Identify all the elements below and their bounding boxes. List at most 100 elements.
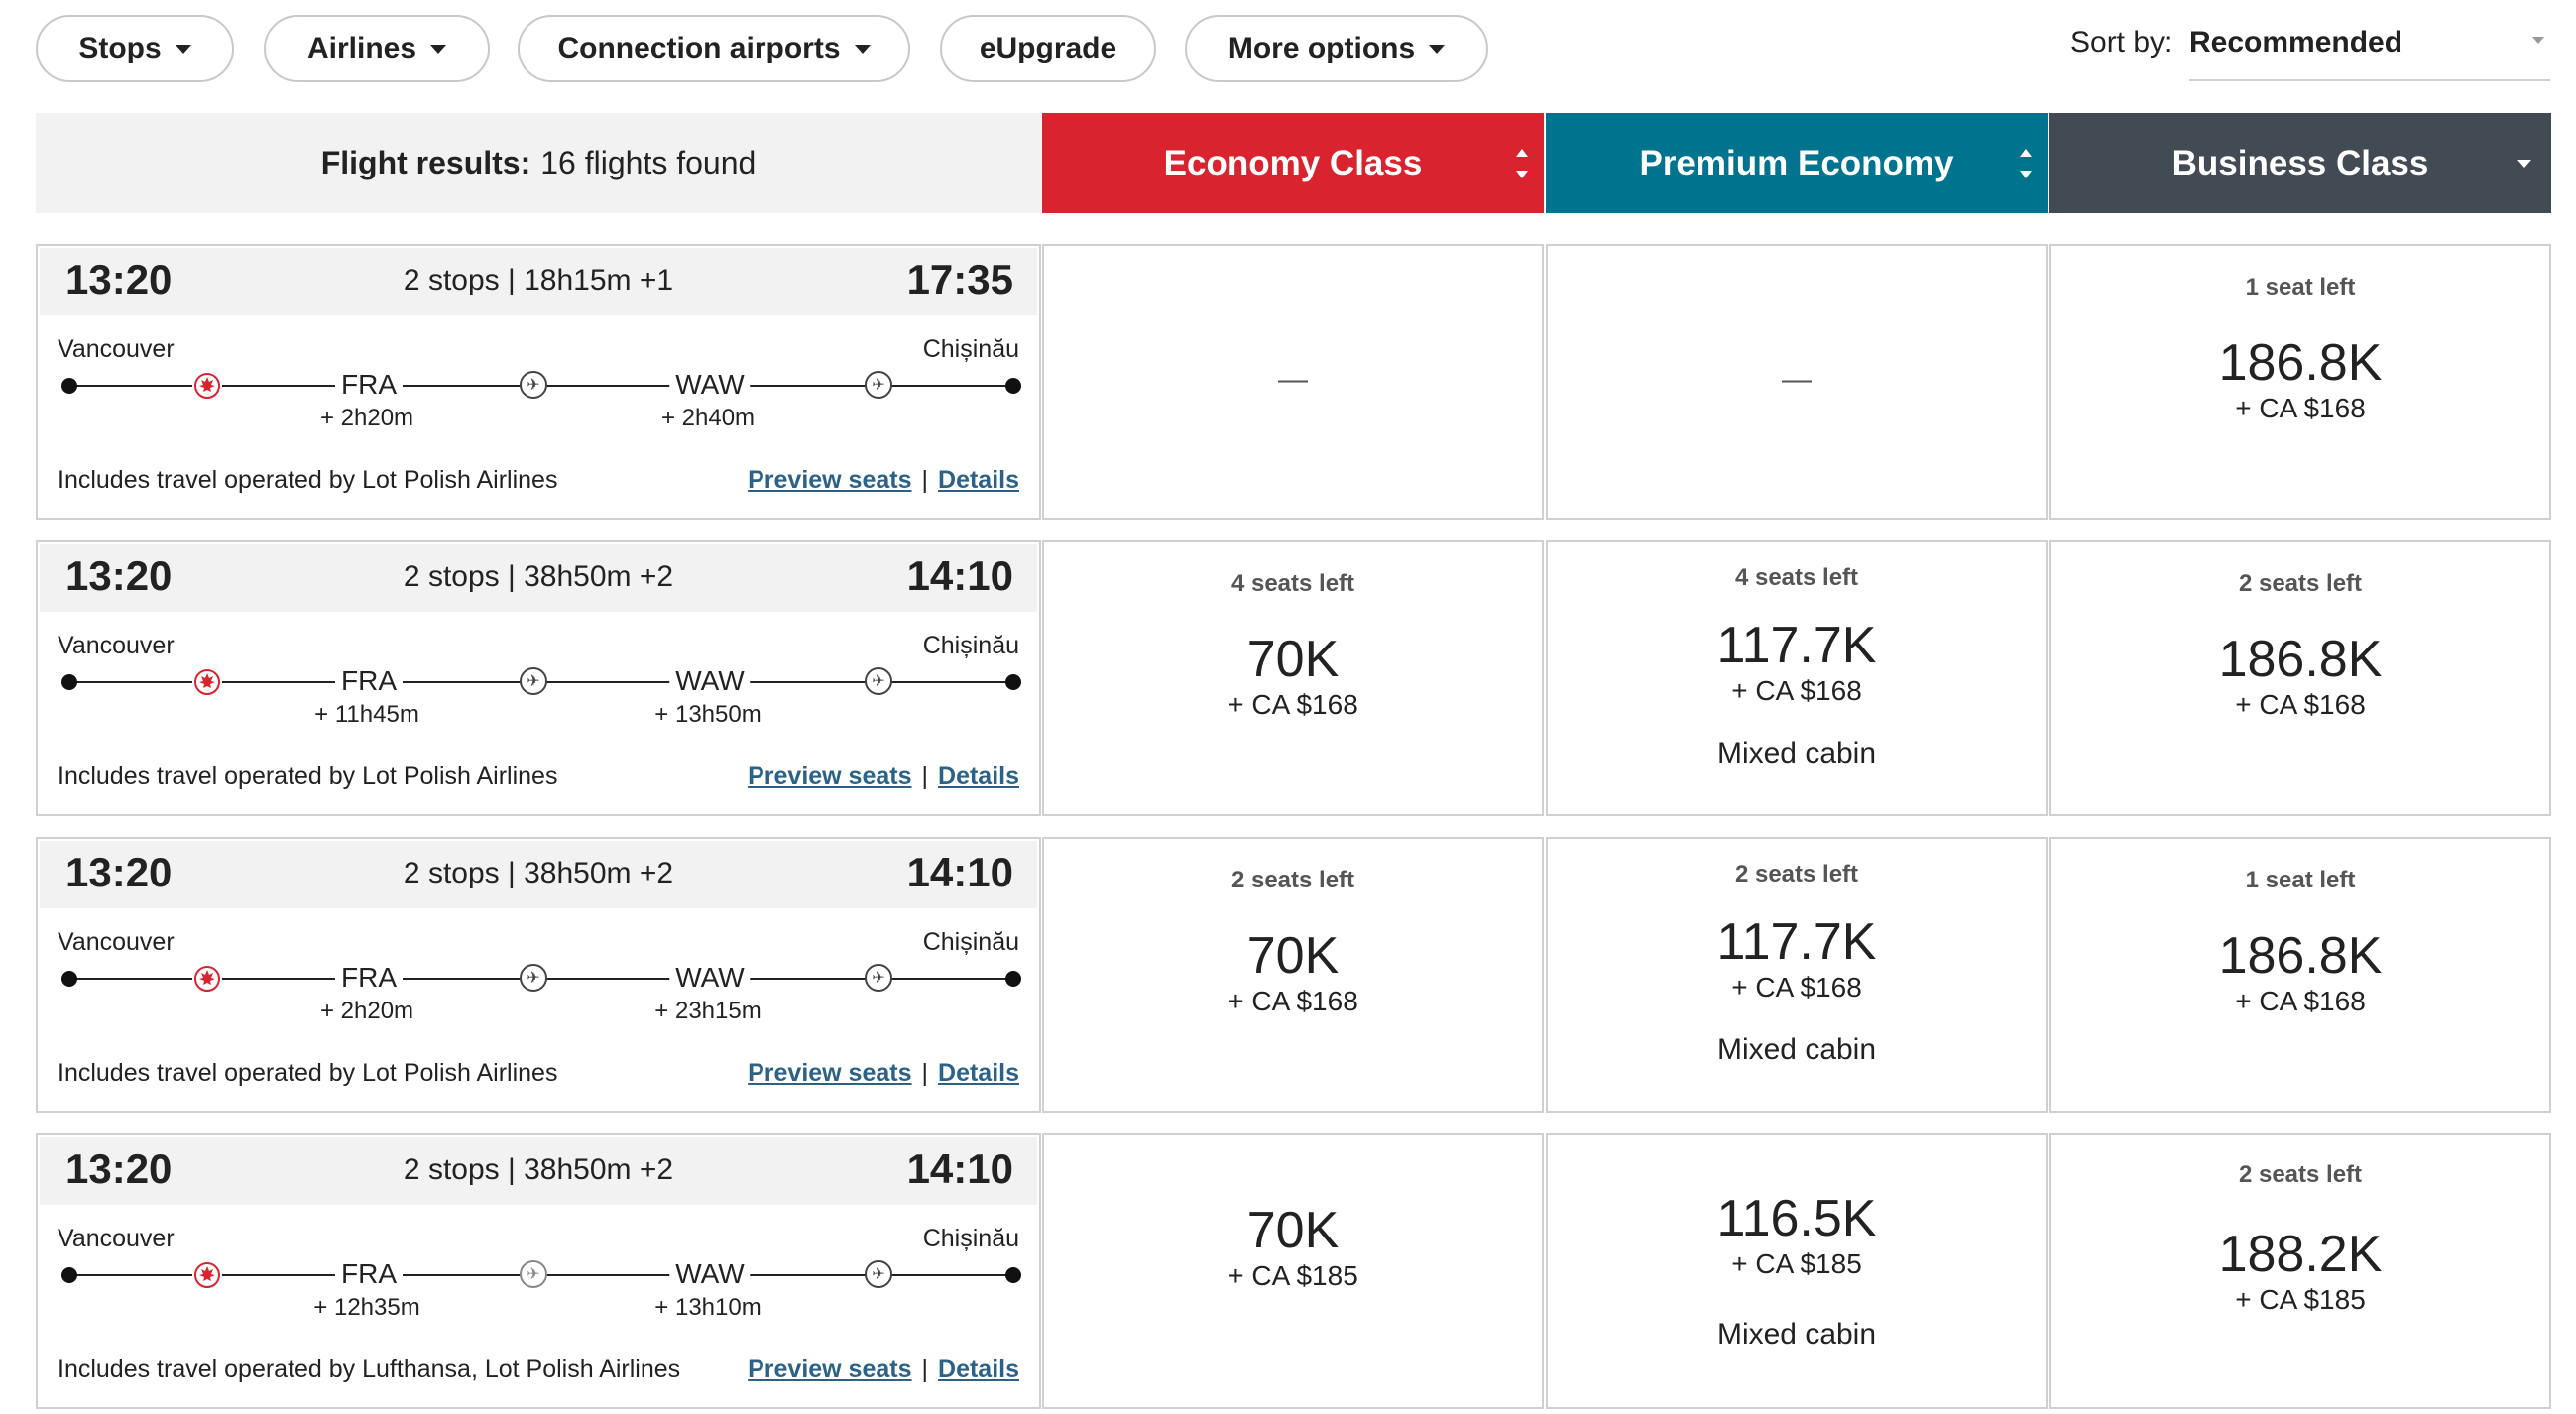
departure-time: 13:20	[65, 256, 173, 302]
link-separator: |	[921, 1059, 929, 1087]
flight-results-count: 16 flights found	[540, 145, 757, 180]
fare-points: 117.7K	[1716, 913, 1877, 971]
airlines-filter-button[interactable]: Airlines	[264, 15, 490, 82]
star-alliance-icon: ✈	[865, 371, 892, 399]
flight-result-row: 13:20 2 stops | 38h50m +2 14:10 Vancouve…	[36, 540, 2554, 816]
maple-leaf-icon	[192, 1260, 222, 1290]
stop-code-fra: FRA	[335, 1254, 403, 1294]
stops-filter-button[interactable]: Stops	[36, 15, 234, 82]
details-link[interactable]: Details	[938, 763, 1019, 790]
fare-cash: + CA $168	[1731, 675, 1862, 706]
fare-points: 70K	[1246, 1202, 1340, 1259]
fare-unavailable: —	[1782, 363, 1812, 396]
stop-code-waw: WAW	[669, 1254, 751, 1294]
economy-class-header[interactable]: Economy Class	[1042, 113, 1544, 213]
sort-select-value: Recommended	[2189, 26, 2403, 59]
business-fare-cell[interactable]: 2 seats left 186.8K + CA $168	[2049, 540, 2551, 816]
preview-seats-link[interactable]: Preview seats	[748, 466, 912, 494]
business-fare-cell[interactable]: 1 seat left 186.8K + CA $168	[2049, 837, 2551, 1113]
arrival-time: 17:35	[906, 256, 1013, 302]
operated-by-text: Includes travel operated by Lot Polish A…	[58, 466, 558, 494]
stop-code-fra: FRA	[335, 958, 403, 998]
economy-fare-cell[interactable]: 70K + CA $185	[1042, 1133, 1544, 1409]
economy-class-label: Economy Class	[1163, 143, 1423, 182]
time-bar: 13:20 2 stops | 38h50m +2 14:10	[40, 544, 1037, 612]
seats-left: 2 seats left	[2238, 570, 2363, 597]
preview-seats-link[interactable]: Preview seats	[748, 1355, 912, 1383]
layover-waw: + 13h50m	[654, 701, 761, 728]
seats-left: 1 seat left	[2245, 867, 2356, 893]
flight-itinerary-card: 13:20 2 stops | 38h50m +2 14:10 Vancouve…	[36, 837, 1041, 1113]
eupgrade-filter-label: eUpgrade	[979, 32, 1117, 64]
flight-result-row: 13:20 2 stops | 18h15m +1 17:35 Vancouve…	[36, 244, 2554, 520]
destination-city: Chișinău	[922, 928, 1019, 956]
premium-fare-cell[interactable]: 2 seats left 117.7K + CA $168 Mixed cabi…	[1546, 837, 2048, 1113]
trip-summary: 2 stops | 38h50m +2	[403, 560, 674, 593]
time-bar: 13:20 2 stops | 18h15m +1 17:35	[40, 248, 1037, 315]
business-class-header[interactable]: Business Class	[2049, 113, 2551, 213]
details-link[interactable]: Details	[938, 466, 1019, 494]
mixed-cabin-note: Mixed cabin	[1716, 1033, 1877, 1066]
fare-points: 186.8K	[2218, 334, 2383, 392]
fare-cash: + CA $168	[1731, 972, 1862, 1002]
economy-fare-cell[interactable]: —	[1042, 244, 1544, 520]
sort-arrows-icon	[1516, 149, 1528, 178]
destination-dot	[1005, 1267, 1021, 1283]
link-separator: |	[921, 466, 929, 494]
flight-result-row: 13:20 2 stops | 38h50m +2 14:10 Vancouve…	[36, 837, 2554, 1113]
layover-fra: + 12h35m	[313, 1294, 420, 1321]
fare-cash: + CA $185	[1731, 1248, 1862, 1279]
star-alliance-icon: ✈	[865, 1260, 892, 1288]
details-link[interactable]: Details	[938, 1059, 1019, 1087]
premium-fare-cell[interactable]: —	[1546, 244, 2048, 520]
eupgrade-filter-button[interactable]: eUpgrade	[940, 15, 1156, 82]
time-bar: 13:20 2 stops | 38h50m +2 14:10	[40, 841, 1037, 908]
time-bar: 13:20 2 stops | 38h50m +2 14:10	[40, 1137, 1037, 1205]
seats-left: 2 seats left	[2238, 1161, 2363, 1188]
fare-points: 188.2K	[2218, 1226, 2383, 1283]
economy-fare-cell[interactable]: 4 seats left 70K + CA $168	[1042, 540, 1544, 816]
stop-code-waw: WAW	[669, 365, 751, 405]
premium-fare-cell[interactable]: 116.5K + CA $185 Mixed cabin	[1546, 1133, 2048, 1409]
fare-cash: + CA $168	[2235, 393, 2366, 423]
fare-points: 186.8K	[2218, 631, 2383, 688]
sort-select[interactable]: Recommended	[2189, 22, 2550, 81]
business-class-label: Business Class	[2171, 143, 2429, 182]
premium-fare-cell[interactable]: 4 seats left 117.7K + CA $168 Mixed cabi…	[1546, 540, 2048, 816]
flight-itinerary-card: 13:20 2 stops | 18h15m +1 17:35 Vancouve…	[36, 244, 1041, 520]
route-line: FRA ✈ WAW ✈	[61, 1254, 1021, 1294]
flight-links: Preview seats | Details	[748, 1355, 1019, 1384]
departure-time: 13:20	[65, 552, 173, 599]
premium-economy-header[interactable]: Premium Economy	[1546, 113, 2048, 213]
fare-points: 70K	[1246, 927, 1340, 985]
origin-city: Vancouver	[58, 632, 175, 659]
flight-links: Preview seats | Details	[748, 763, 1019, 791]
more-options-filter-button[interactable]: More options	[1185, 15, 1488, 82]
business-fare-cell[interactable]: 2 seats left 188.2K + CA $185	[2049, 1133, 2551, 1409]
more-options-filter-label: More options	[1228, 32, 1416, 64]
stop-code-waw: WAW	[669, 661, 751, 701]
sort-arrows-icon	[2020, 149, 2032, 178]
flight-results-label: Flight results:	[320, 145, 531, 180]
fare-cash: + CA $168	[2235, 986, 2366, 1016]
preview-seats-link[interactable]: Preview seats	[748, 1059, 912, 1087]
route-line: FRA ✈ WAW ✈	[61, 365, 1021, 405]
economy-fare-cell[interactable]: 2 seats left 70K + CA $168	[1042, 837, 1544, 1113]
operated-by-text: Includes travel operated by Lot Polish A…	[58, 1059, 558, 1087]
chevron-down-icon	[175, 44, 191, 54]
seats-left: 4 seats left	[1230, 570, 1355, 597]
departure-time: 13:20	[65, 1145, 173, 1192]
link-separator: |	[921, 1355, 929, 1383]
origin-dot	[61, 378, 77, 394]
origin-dot	[61, 1267, 77, 1283]
details-link[interactable]: Details	[938, 1355, 1019, 1383]
departure-time: 13:20	[65, 849, 173, 895]
trip-summary: 2 stops | 38h50m +2	[403, 857, 674, 889]
preview-seats-link[interactable]: Preview seats	[748, 763, 912, 790]
stops-filter-label: Stops	[78, 32, 162, 64]
chevron-down-icon	[2532, 37, 2544, 44]
connection-airports-filter-button[interactable]: Connection airports	[518, 15, 910, 82]
arrival-time: 14:10	[906, 849, 1013, 895]
fare-points: 186.8K	[2218, 927, 2383, 985]
business-fare-cell[interactable]: 1 seat left 186.8K + CA $168	[2049, 244, 2551, 520]
